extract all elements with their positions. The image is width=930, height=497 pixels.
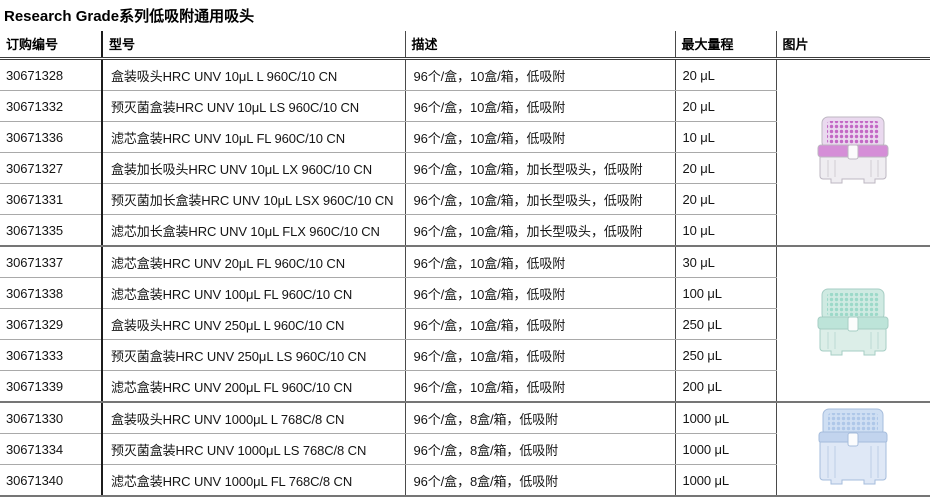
order-number-cell: 30671327	[0, 152, 103, 184]
order-number-cell: 30671336	[0, 121, 103, 153]
max-volume-cell: 1000 μL	[675, 433, 777, 465]
model-cell: 滤芯盒装HRC UNV 1000μL FL 768C/8 CN	[102, 464, 406, 497]
description-cell: 96个/盒，10盒/箱，低吸附	[405, 308, 676, 340]
description-cell: 96个/盒，10盒/箱，低吸附	[405, 58, 676, 91]
product-image-cell	[776, 58, 930, 247]
max-volume-cell: 20 μL	[675, 152, 777, 184]
description-cell: 96个/盒，10盒/箱，加长型吸头，低吸附	[405, 152, 676, 184]
order-number-cell: 30671330	[0, 402, 103, 434]
max-volume-cell: 100 μL	[675, 277, 777, 309]
table-row: 30671337 滤芯盒装HRC UNV 20μL FL 960C/10 CN …	[0, 246, 930, 403]
table-row: 30671331 预灭菌加长盒装HRC UNV 10μL LSX 960C/10…	[0, 183, 930, 215]
model-cell: 预灭菌加长盒装HRC UNV 10μL LSX 960C/10 CN	[102, 183, 406, 215]
description-cell: 96个/盒，10盒/箱，低吸附	[405, 370, 676, 403]
model-cell: 预灭菌盒装HRC UNV 10μL LS 960C/10 CN	[102, 90, 406, 122]
model-cell: 盒装吸头HRC UNV 250μL L 960C/10 CN	[102, 308, 406, 340]
order-number-cell: 30671333	[0, 339, 103, 371]
max-volume-cell: 1000 μL	[675, 402, 777, 434]
tip-box-purple-image	[809, 114, 897, 188]
catalog-page: Research Grade系列低吸附通用吸头 订购编号 型号 描述 最大量程 …	[0, 5, 930, 497]
max-volume-cell: 20 μL	[675, 58, 777, 91]
product-image-cell	[776, 402, 930, 497]
model-cell: 滤芯盒装HRC UNV 200μL FL 960C/10 CN	[102, 370, 406, 403]
order-number-cell: 30671340	[0, 464, 103, 497]
product-image-cell	[776, 246, 930, 403]
table-row: 30671329 盒装吸头HRC UNV 250μL L 960C/10 CN …	[0, 308, 930, 340]
product-table: 订购编号 型号 描述 最大量程 图片 30671328 盒装吸头HRC UNV …	[0, 31, 930, 497]
max-volume-cell: 20 μL	[675, 183, 777, 215]
table-row: 30671333 预灭菌盒装HRC UNV 250μL LS 960C/10 C…	[0, 339, 930, 371]
tip-box-blue-image	[811, 406, 895, 490]
max-volume-cell: 250 μL	[675, 339, 777, 371]
table-row: 30671334 预灭菌盒装HRC UNV 1000μL LS 768C/8 C…	[0, 433, 930, 465]
column-header-description: 描述	[405, 31, 676, 60]
order-number-cell: 30671335	[0, 214, 103, 247]
table-row: 30671338 滤芯盒装HRC UNV 100μL FL 960C/10 CN…	[0, 277, 930, 309]
order-number-cell: 30671338	[0, 277, 103, 309]
column-header-max-volume: 最大量程	[675, 31, 777, 60]
description-cell: 96个/盒，8盒/箱，低吸附	[405, 464, 676, 497]
description-cell: 96个/盒，10盒/箱，低吸附	[405, 121, 676, 153]
max-volume-cell: 30 μL	[675, 246, 777, 278]
description-cell: 96个/盒，8盒/箱，低吸附	[405, 433, 676, 465]
description-cell: 96个/盒，10盒/箱，低吸附	[405, 90, 676, 122]
table-row: 30671328 盒装吸头HRC UNV 10μL L 960C/10 CN 9…	[0, 58, 930, 247]
model-cell: 滤芯盒装HRC UNV 20μL FL 960C/10 CN	[102, 246, 406, 278]
table-row: 30671335 滤芯加长盒装HRC UNV 10μL FLX 960C/10 …	[0, 214, 930, 247]
description-cell: 96个/盒，8盒/箱，低吸附	[405, 402, 676, 434]
order-number-cell: 30671328	[0, 58, 103, 91]
max-volume-cell: 10 μL	[675, 214, 777, 247]
model-cell: 预灭菌盒装HRC UNV 250μL LS 960C/10 CN	[102, 339, 406, 371]
column-header-image: 图片	[776, 31, 930, 60]
description-cell: 96个/盒，10盒/箱，加长型吸头，低吸附	[405, 183, 676, 215]
table-row: 30671336 滤芯盒装HRC UNV 10μL FL 960C/10 CN …	[0, 121, 930, 153]
order-number-cell: 30671331	[0, 183, 103, 215]
header-row: 订购编号 型号 描述 最大量程 图片	[0, 31, 930, 60]
max-volume-cell: 200 μL	[675, 370, 777, 403]
table-row: 30671330 盒装吸头HRC UNV 1000μL L 768C/8 CN …	[0, 402, 930, 497]
max-volume-cell: 10 μL	[675, 121, 777, 153]
table-row: 30671332 预灭菌盒装HRC UNV 10μL LS 960C/10 CN…	[0, 90, 930, 122]
table-row: 30671327 盒装加长吸头HRC UNV 10μL LX 960C/10 C…	[0, 152, 930, 184]
tip-box-green-image	[809, 287, 897, 359]
max-volume-cell: 20 μL	[675, 90, 777, 122]
column-header-model: 型号	[102, 31, 406, 60]
page-title: Research Grade系列低吸附通用吸头	[4, 8, 255, 25]
model-cell: 盒装吸头HRC UNV 10μL L 960C/10 CN	[102, 58, 406, 91]
model-cell: 滤芯加长盒装HRC UNV 10μL FLX 960C/10 CN	[102, 214, 406, 247]
column-header-order-number: 订购编号	[0, 31, 103, 60]
model-cell: 盒装吸头HRC UNV 1000μL L 768C/8 CN	[102, 402, 406, 434]
description-cell: 96个/盒，10盒/箱，低吸附	[405, 277, 676, 309]
order-number-cell: 30671337	[0, 246, 103, 278]
description-cell: 96个/盒，10盒/箱，低吸附	[405, 339, 676, 371]
model-cell: 滤芯盒装HRC UNV 10μL FL 960C/10 CN	[102, 121, 406, 153]
description-cell: 96个/盒，10盒/箱，加长型吸头，低吸附	[405, 214, 676, 247]
order-number-cell: 30671339	[0, 370, 103, 403]
model-cell: 滤芯盒装HRC UNV 100μL FL 960C/10 CN	[102, 277, 406, 309]
model-cell: 盒装加长吸头HRC UNV 10μL LX 960C/10 CN	[102, 152, 406, 184]
order-number-cell: 30671332	[0, 90, 103, 122]
model-cell: 预灭菌盒装HRC UNV 1000μL LS 768C/8 CN	[102, 433, 406, 465]
max-volume-cell: 1000 μL	[675, 464, 777, 497]
description-cell: 96个/盒，10盒/箱，低吸附	[405, 246, 676, 278]
max-volume-cell: 250 μL	[675, 308, 777, 340]
table-row: 30671339 滤芯盒装HRC UNV 200μL FL 960C/10 CN…	[0, 370, 930, 403]
order-number-cell: 30671334	[0, 433, 103, 465]
order-number-cell: 30671329	[0, 308, 103, 340]
